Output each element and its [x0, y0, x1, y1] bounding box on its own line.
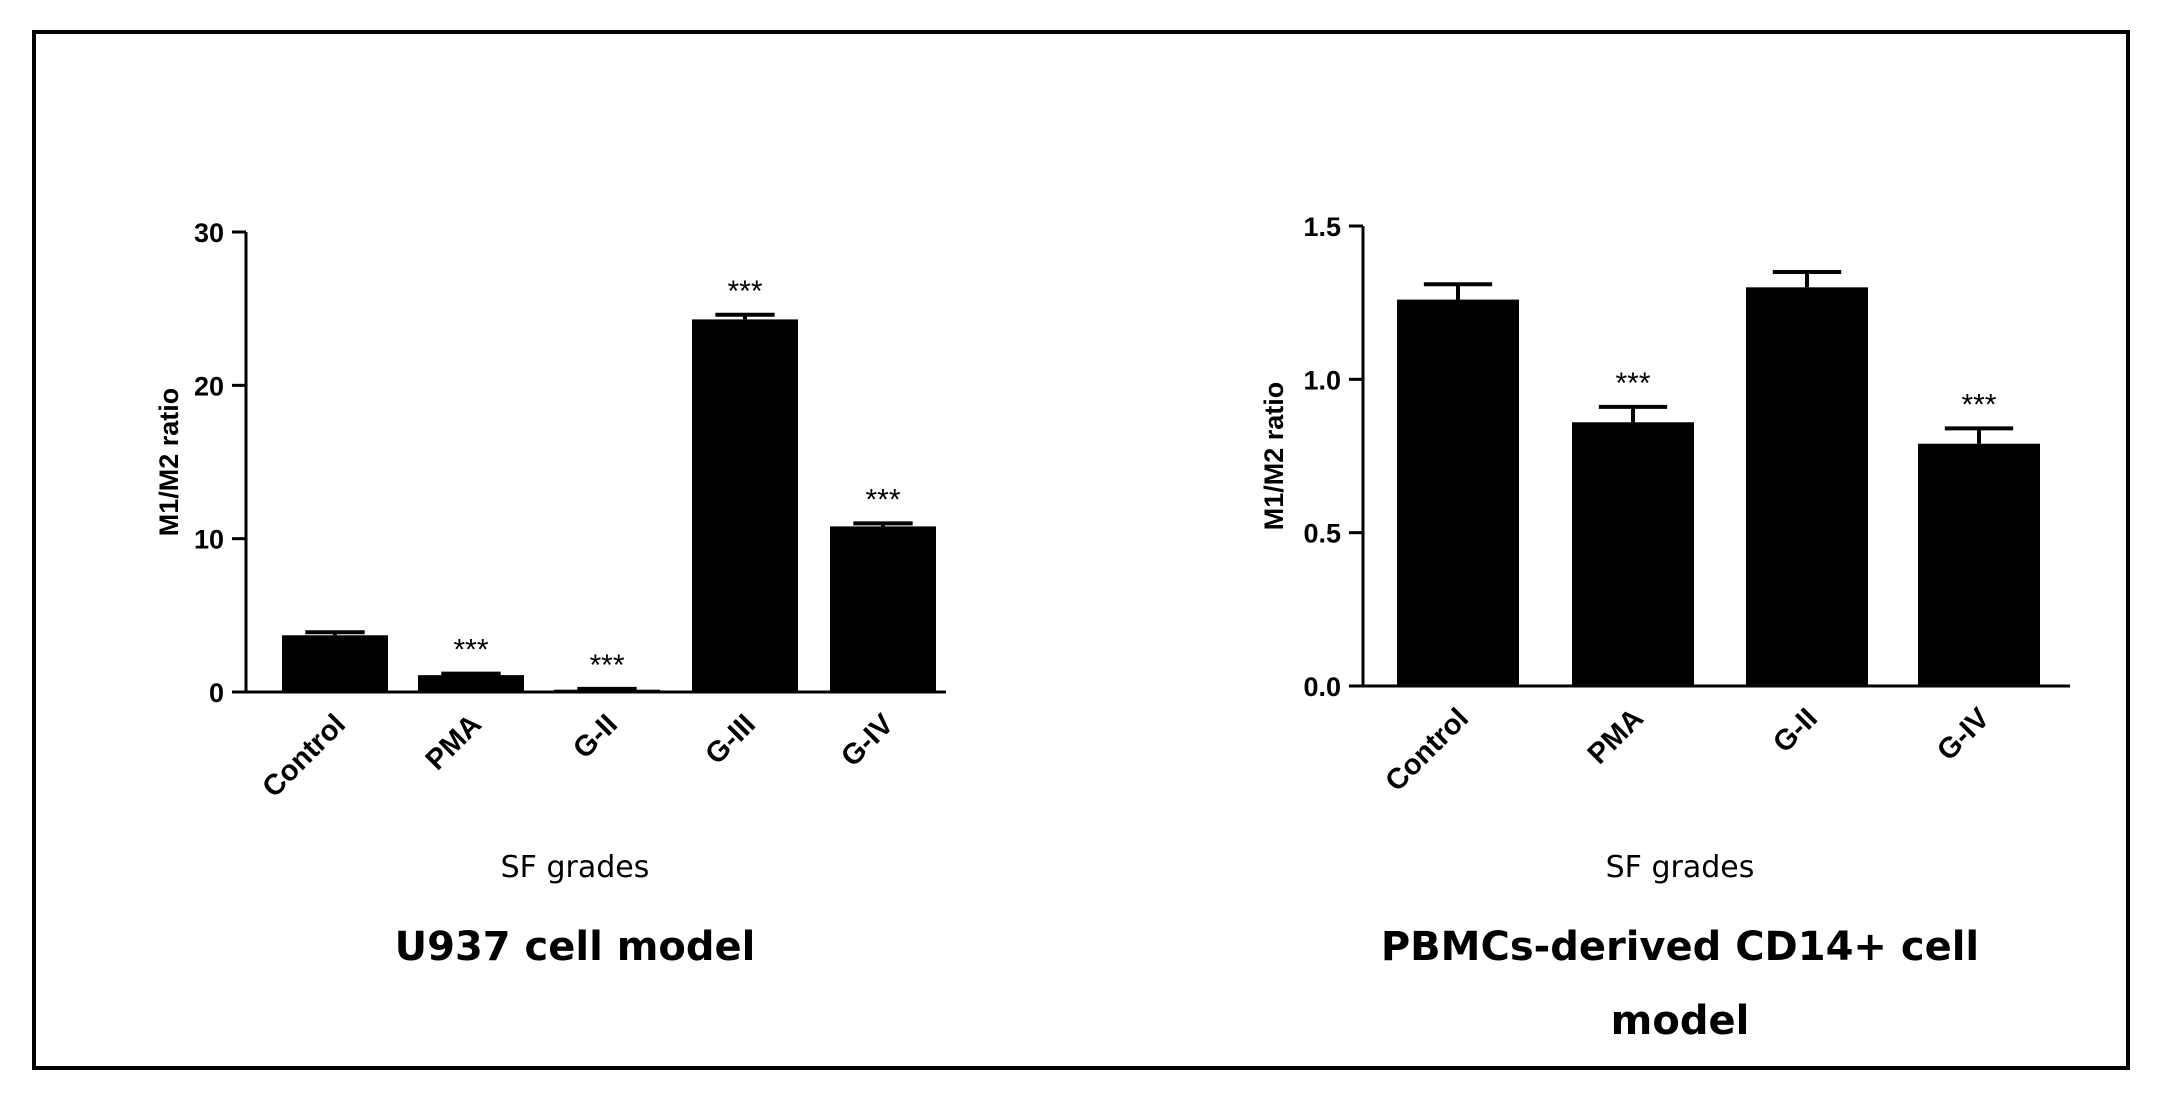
chart-title: model — [1611, 998, 1750, 1044]
y-axis-title: M1/M2 ratio — [1259, 382, 1289, 531]
x-tick-label: PMA — [420, 708, 488, 776]
chart-title: U937 cell model — [395, 924, 756, 970]
bar-g-iii — [692, 319, 798, 692]
x-tick-label: G-IV — [1931, 702, 1996, 767]
significance-marker: *** — [1615, 367, 1650, 400]
x-tick-label: PMA — [1582, 702, 1650, 770]
significance-marker: *** — [1961, 388, 1996, 421]
y-axis-title: M1/M2 ratio — [154, 388, 184, 537]
bar-g-iv — [830, 526, 936, 692]
y-tick-label: 0 — [209, 678, 224, 708]
bar-g-iv — [1918, 443, 2040, 686]
x-tick-label: Control — [1379, 702, 1475, 798]
y-tick-label: 20 — [194, 371, 224, 401]
bar-control — [282, 635, 388, 692]
bar-pma — [1572, 422, 1694, 686]
chart-title: PBMCs-derived CD14+ cell — [1381, 924, 1979, 970]
significance-marker: *** — [727, 275, 762, 308]
y-tick-label: 10 — [194, 525, 224, 555]
x-tick-label: G-II — [567, 708, 624, 765]
x-axis-title: SF grades — [501, 850, 650, 885]
bar-control — [1397, 299, 1519, 686]
significance-marker: *** — [589, 649, 624, 682]
x-tick-label: Control — [256, 708, 352, 804]
y-tick-label: 1.0 — [1303, 365, 1341, 395]
x-tick-label: G-III — [699, 708, 762, 771]
y-tick-label: 0.5 — [1303, 519, 1341, 549]
significance-marker: *** — [865, 483, 900, 516]
y-tick-label: 1.5 — [1303, 212, 1341, 242]
x-axis-title: SF grades — [1606, 850, 1755, 885]
x-tick-label: G-II — [1767, 702, 1824, 759]
bar-g-ii — [1746, 287, 1868, 686]
bar-pma — [418, 675, 524, 692]
y-tick-label: 30 — [194, 218, 224, 248]
y-tick-label: 0.0 — [1303, 672, 1341, 702]
significance-marker: *** — [453, 634, 488, 667]
x-tick-label: G-IV — [835, 708, 900, 773]
